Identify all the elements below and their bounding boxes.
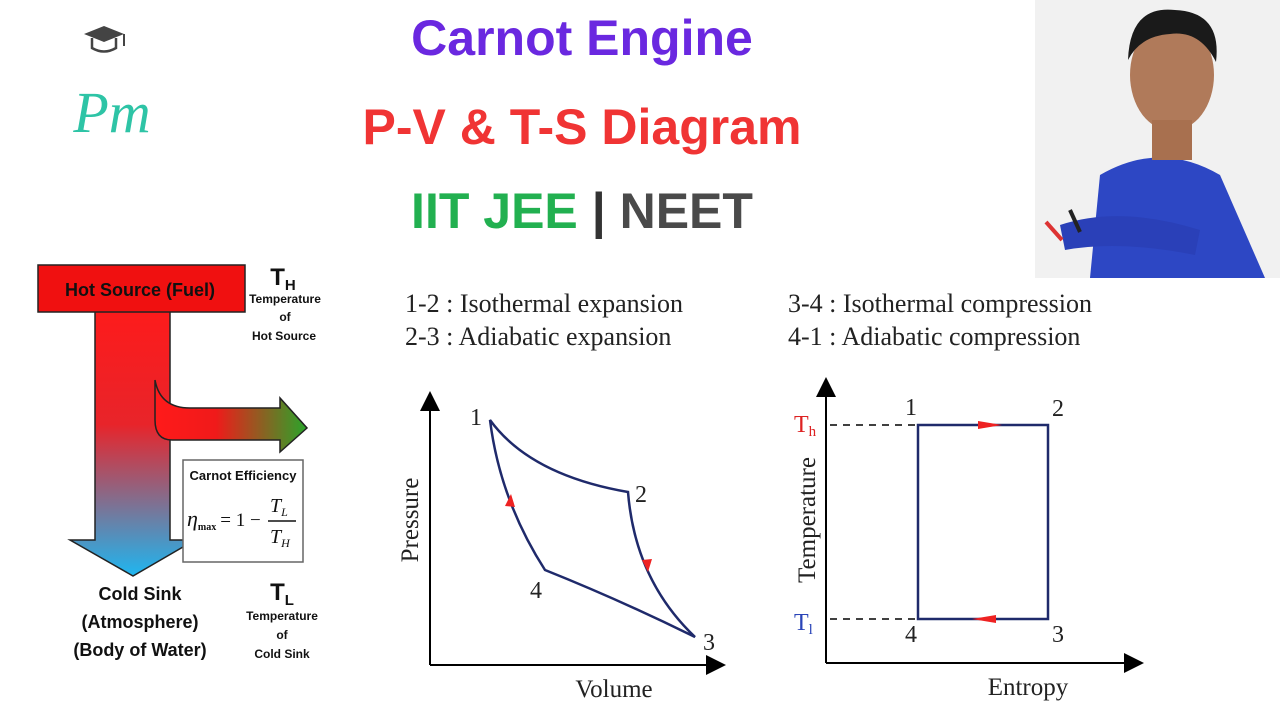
presenter-photo [1035,0,1280,278]
t-cold-caption: of [276,628,288,642]
work-arrow [154,379,309,454]
pv-diagram: Pressure Volume 1 2 3 4 [397,391,726,703]
heat-flow-diagram: Hot Source (Fuel) TH Temperature of Hot … [37,264,321,661]
direction-arrow [642,559,652,572]
t-low-label: Tl [794,610,813,638]
state-label: 1 [905,395,917,421]
title: Carnot Engine [411,10,753,66]
y-axis-label: Pressure [397,478,424,563]
x-axis-label: Entropy [988,674,1069,701]
y-axis-label: Temperature [794,457,821,583]
process: 4-1 : Adiabatic compression [788,322,1080,351]
state-label: 3 [703,630,715,656]
process: 3-4 : Isothermal compression [788,289,1092,318]
efficiency-box [182,459,304,563]
ts-diagram: Temperature Entropy Th Tl 1 2 3 4 [794,377,1144,701]
state-label: 4 [905,622,917,648]
efficiency-formula: ηmax = 1 − [187,506,261,533]
state-label: 4 [530,578,542,604]
t-hot-caption: Hot Source [252,329,316,343]
process: 2-3 : Adiabatic expansion [405,322,671,351]
logo: Pm [72,26,151,145]
state-label: 2 [1052,396,1064,422]
t-hot-caption: Temperature [249,292,321,306]
t-cold: TL [270,579,294,609]
direction-arrow [505,494,515,507]
t-high-label: Th [794,412,817,440]
exam-line: IIT JEE | NEET [411,183,753,240]
process-list: 1-2 : Isothermal expansion 2-3 : Adiabat… [405,289,1092,351]
heat-arrow [67,299,198,577]
cold-sink-label: Cold Sink [98,584,182,604]
hot-source-label: Hot Source (Fuel) [65,280,215,300]
state-label: 1 [470,405,482,431]
efficiency-title: Carnot Efficiency [190,468,298,483]
cold-sink-label: (Atmosphere) [81,612,198,632]
t-cold-caption: Temperature [246,609,318,623]
t-hot-caption: of [279,310,291,324]
direction-arrow [978,421,1002,429]
ts-cycle [916,423,1050,621]
t-hot: TH [270,264,296,294]
x-axis-label: Volume [575,676,652,703]
state-label: 3 [1052,622,1064,648]
efficiency-numerator: TL [270,495,288,519]
subtitle: P-V & T-S Diagram [363,99,802,155]
pv-cycle [488,419,696,639]
t-cold-caption: Cold Sink [254,647,310,661]
efficiency-denominator: TH [270,526,291,550]
state-label: 2 [635,482,647,508]
cold-sink-label: (Body of Water) [73,640,206,660]
logo-text: Pm [72,80,150,145]
direction-arrow [972,615,996,623]
hot-source-box [37,264,246,313]
process: 1-2 : Isothermal expansion [405,289,683,318]
